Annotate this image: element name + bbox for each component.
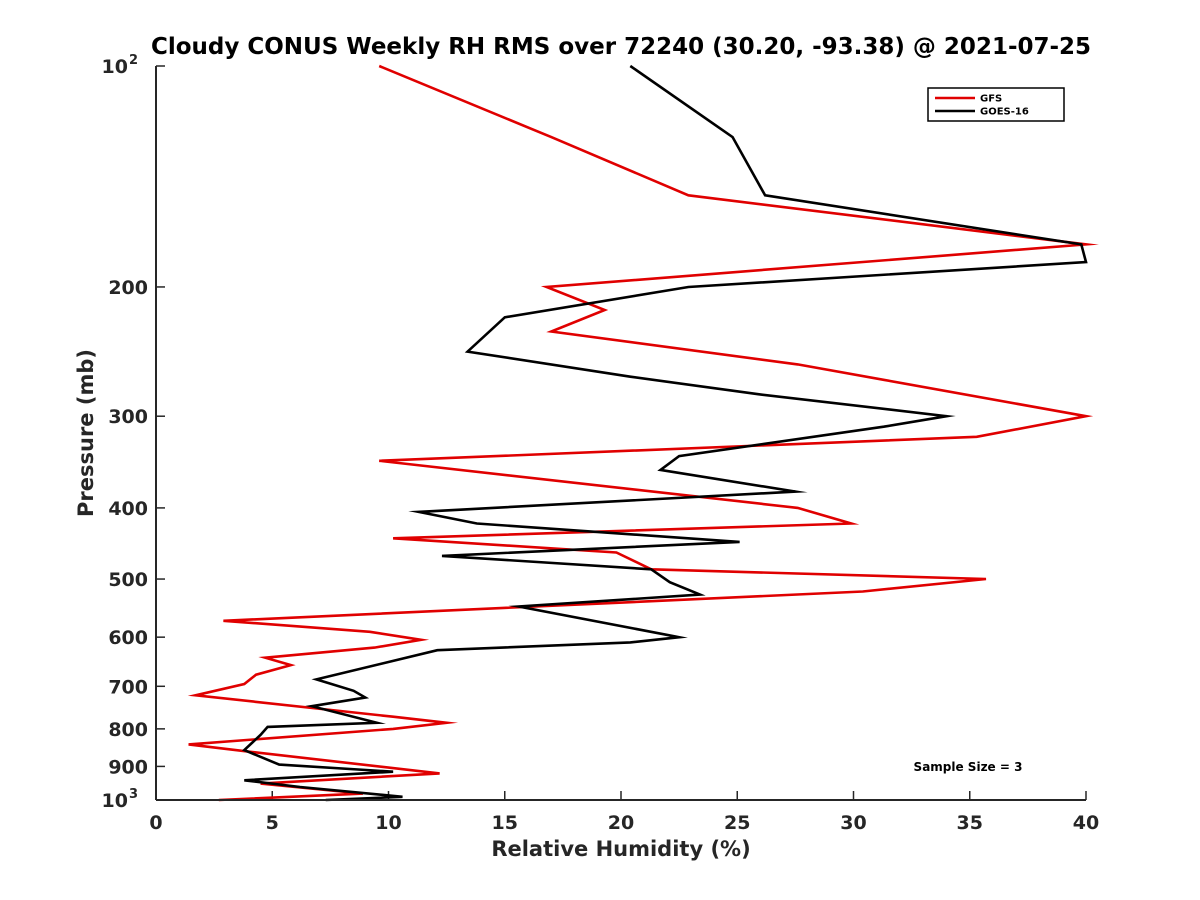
x-tick-label: 15: [492, 812, 518, 834]
sample-size-annotation: Sample Size = 3: [914, 760, 1023, 774]
y-tick-label: 400: [108, 498, 148, 520]
y-tick-label: 300: [108, 406, 148, 428]
y-tick-label: 500: [108, 569, 148, 591]
x-tick-label: 30: [840, 812, 866, 834]
legend: GFS GOES-16: [927, 87, 1065, 122]
series-line-goes-16: [241, 64, 1088, 802]
y-tick-exponent: 3: [129, 787, 138, 802]
x-tick-label: 0: [149, 812, 162, 834]
x-tick-label: 25: [724, 812, 750, 834]
y-tick-label: 900: [108, 756, 148, 778]
legend-box: [927, 87, 1065, 122]
y-axis-label: Pressure (mb): [74, 349, 98, 517]
legend-label: GFS: [980, 94, 1002, 105]
chart-title: Cloudy CONUS Weekly RH RMS over 72240 (3…: [151, 34, 1091, 60]
y-tick-label: 600: [108, 627, 148, 649]
y-tick-base: 10: [102, 790, 128, 812]
y-tick-label: 10: [102, 790, 128, 812]
y-tick-label: 200: [108, 277, 148, 299]
x-ticks: 0 5 10 15 20 25 30 35 40: [149, 791, 1099, 834]
y-tick-label: 700: [108, 676, 148, 698]
y-tick-exponent: 2: [129, 53, 138, 68]
x-tick-label: 35: [957, 812, 983, 834]
y-tick-base: 10: [102, 56, 128, 78]
y-tick-label: 800: [108, 719, 148, 741]
x-tick-label: 10: [375, 812, 401, 834]
x-tick-label: 40: [1073, 812, 1099, 834]
y-tick-label: 10: [102, 56, 128, 78]
x-tick-label: 5: [266, 812, 279, 834]
legend-label: GOES-16: [980, 107, 1029, 118]
series-layer: [187, 64, 1099, 802]
x-tick-label: 20: [608, 812, 634, 834]
x-axis-label: Relative Humidity (%): [491, 837, 750, 861]
